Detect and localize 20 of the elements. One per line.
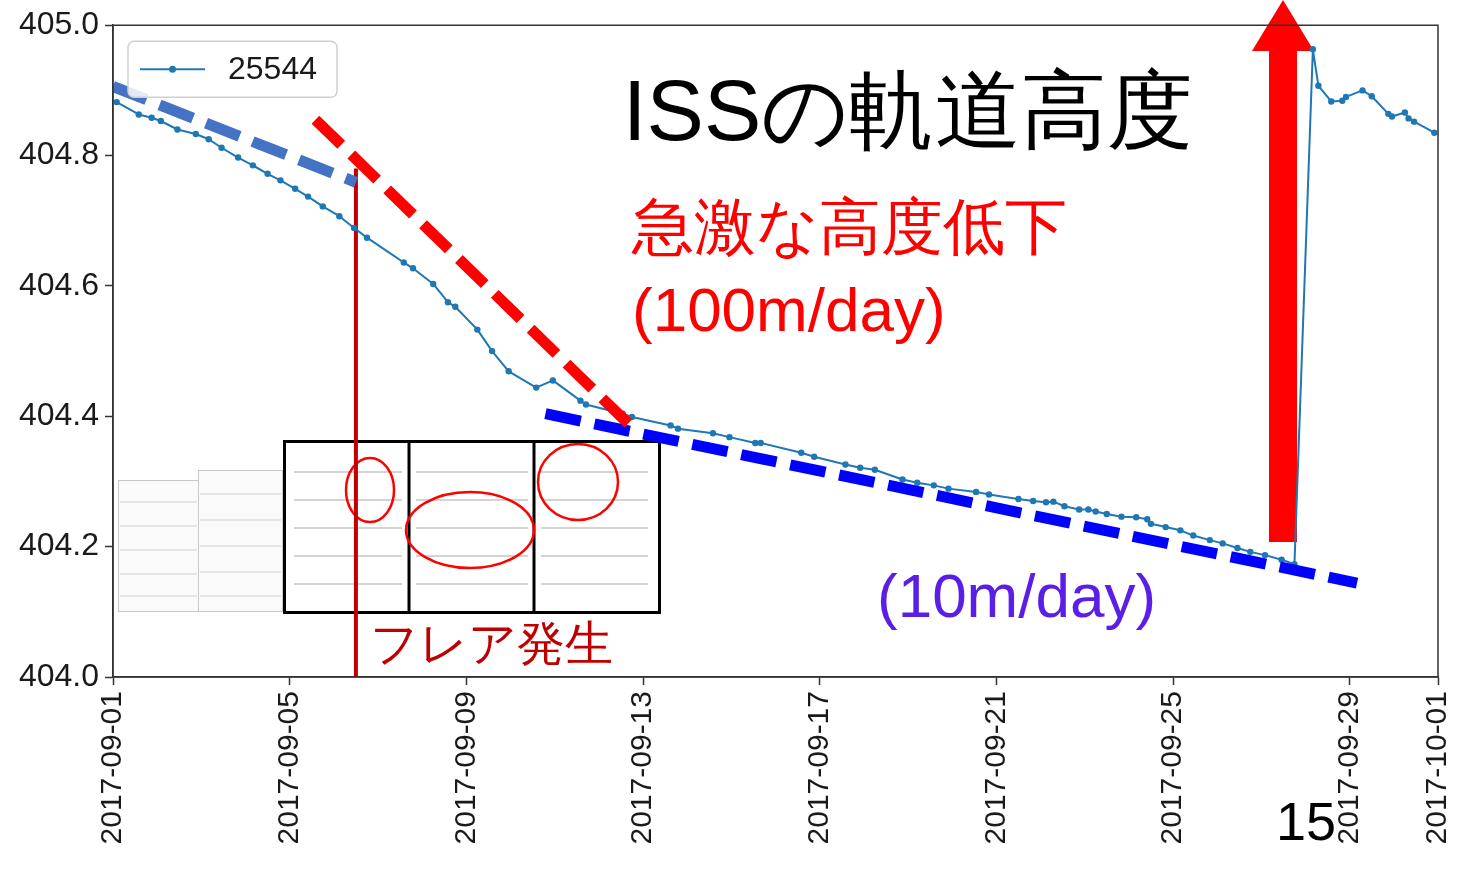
y-tick-label: 404.4 <box>18 396 99 433</box>
y-tick-label: 404.8 <box>18 135 99 172</box>
annotation: (10m/day) <box>877 561 1157 631</box>
x-tick-label: 2017-09-09 <box>447 691 481 845</box>
ref-line-label: フレア発生 <box>369 617 613 671</box>
x-tick-label: 2017-09-05 <box>270 691 304 845</box>
x-tick-label: 2017-09-25 <box>1154 691 1188 845</box>
x-tick-label: 2017-09-17 <box>800 691 834 845</box>
x-tick-label: 2017-10-01 <box>1419 691 1453 845</box>
legend-label: 25544 <box>228 50 317 87</box>
x-tick-label: 2017-09-21 <box>977 691 1011 845</box>
annotation: (100m/day) <box>632 275 946 345</box>
y-tick-label: 404.2 <box>18 526 99 563</box>
x-tick-label: 2017-09-13 <box>624 691 658 845</box>
annotation: 急激な高度低下 <box>631 192 1067 262</box>
y-tick-label: 405.0 <box>18 5 99 42</box>
y-tick-label: 404.6 <box>18 265 99 302</box>
x-tick-label: 2017-09-01 <box>94 691 128 845</box>
y-tick-label: 404.0 <box>18 656 99 693</box>
chart-title: ISSの軌道高度 <box>622 61 1194 158</box>
